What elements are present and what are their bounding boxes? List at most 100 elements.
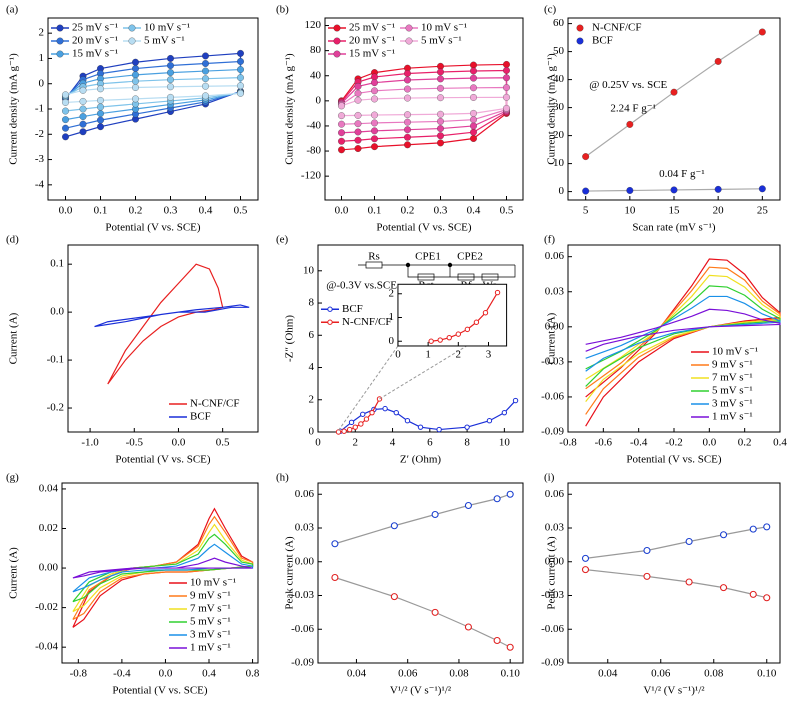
data-point <box>338 112 345 120</box>
data-point <box>167 76 174 84</box>
data-point <box>237 89 244 97</box>
legend-label: 5 mV s⁻¹ <box>190 616 231 628</box>
y-tick-label: 4 <box>309 361 315 373</box>
legend-label: 10 mV s⁻¹ <box>190 577 236 589</box>
x-tick-label: 0.10 <box>757 668 777 680</box>
y-axis-label: -Z″ (Ohm) <box>284 315 296 362</box>
data-point <box>371 119 378 127</box>
data-point <box>582 153 590 161</box>
data-point <box>371 95 378 103</box>
data-point <box>331 540 339 548</box>
data-point <box>132 65 139 73</box>
legend-label: 7 mV s⁻¹ <box>712 372 753 384</box>
data-point <box>503 60 510 68</box>
y-axis-label: Current (A) <box>8 312 20 364</box>
data-point <box>503 84 510 91</box>
data-point <box>371 135 378 143</box>
x-tick-label: 2 <box>353 437 359 449</box>
data-point <box>167 54 174 62</box>
x-axis-label: Potential (V vs. SCE) <box>115 454 210 466</box>
data-point <box>79 120 87 128</box>
data-point <box>338 102 345 110</box>
data-point <box>237 58 244 65</box>
data-point <box>455 331 462 337</box>
x-tick-label: 0.08 <box>449 668 469 680</box>
legend-marker <box>56 37 64 45</box>
x-tick-label: 0.06 <box>651 668 671 680</box>
data-point <box>62 91 69 99</box>
series-line <box>72 557 253 579</box>
data-point <box>437 84 444 92</box>
legend-label: 15 mV s⁻¹ <box>349 48 395 60</box>
x-axis-label: Potential (V vs. SCE) <box>626 454 721 466</box>
data-point <box>643 546 651 555</box>
y-tick-label: 0 <box>559 185 565 197</box>
x-tick-label: 0.0 <box>172 437 186 449</box>
data-point <box>720 584 728 592</box>
x-tick-label: 6 <box>427 437 433 449</box>
circuit-label: Rs <box>368 251 380 263</box>
x-tick-label: 0.2 <box>738 437 752 449</box>
legend-label: N-CNF/CF <box>592 22 642 34</box>
legend-label: 20 mV s⁻¹ <box>349 35 395 47</box>
data-point <box>202 75 209 83</box>
plot-frame <box>567 482 781 664</box>
data-point <box>338 146 345 154</box>
data-point <box>97 110 104 117</box>
data-point <box>390 522 398 530</box>
data-point <box>464 501 472 510</box>
panel-label: (a) <box>6 4 19 16</box>
x-tick-label: 0.3 <box>434 205 448 217</box>
data-point <box>354 89 362 97</box>
y-tick-label: -0.1 <box>47 354 64 366</box>
y-axis-label: Current (A) <box>8 547 20 599</box>
y-tick-label: 0.03 <box>545 522 565 534</box>
y-tick-label: 8 <box>309 297 315 309</box>
data-point <box>354 145 362 152</box>
y-tick-label: 0.06 <box>545 250 565 262</box>
y-tick-label: 0.04 <box>39 482 59 494</box>
data-point <box>371 79 378 87</box>
y-tick-label: -1 <box>35 103 44 115</box>
y-tick-label: 2 <box>309 393 315 405</box>
y-tick-label: -0.06 <box>291 623 314 635</box>
data-point <box>79 105 87 113</box>
x-tick-label: 0.5 <box>216 437 230 449</box>
data-point <box>237 49 244 57</box>
panel-label: (h) <box>276 472 289 484</box>
y-tick-label: 0.00 <box>39 562 59 574</box>
data-point <box>763 523 771 531</box>
x-tick-label: 25 <box>757 205 769 217</box>
annotation: @ 0.25V vs. SCE <box>589 79 667 91</box>
y-tick-label: 0 <box>309 426 315 438</box>
plot-frame <box>324 17 524 201</box>
legend-label: N-CNF/CF <box>342 316 392 328</box>
data-point <box>352 424 358 430</box>
data-point <box>404 76 411 84</box>
data-point <box>486 418 493 424</box>
x-tick-label: -0.2 <box>665 437 682 449</box>
data-point <box>581 554 590 562</box>
data-point <box>714 185 722 193</box>
data-point <box>354 96 362 104</box>
data-point <box>62 124 69 132</box>
data-point <box>79 128 87 136</box>
y-tick-label: -0.02 <box>35 601 58 613</box>
y-tick-label: -0.03 <box>291 589 314 601</box>
data-point <box>670 88 678 96</box>
panel-label: (i) <box>544 472 555 484</box>
data-point <box>626 120 634 128</box>
legend-marker <box>576 24 584 32</box>
data-point <box>382 405 388 412</box>
circuit-label: CPE1 <box>415 251 441 263</box>
legend-label: 20 mV s⁻¹ <box>72 35 118 47</box>
data-point <box>62 133 69 141</box>
data-point <box>506 643 514 651</box>
x-tick-label: 20 <box>713 205 725 217</box>
data-point <box>360 411 366 417</box>
series-line <box>585 274 781 402</box>
series-line <box>585 308 781 352</box>
data-point <box>470 61 477 69</box>
data-point <box>431 510 439 519</box>
data-point <box>436 426 442 433</box>
